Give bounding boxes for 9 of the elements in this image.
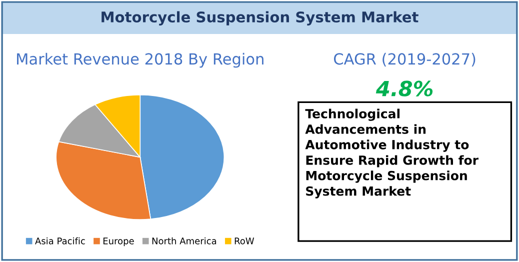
chart-title: Motorcycle Suspension System Market [102,11,418,26]
legend-label: RoW [234,238,254,244]
legend-label: Europe [103,238,134,246]
text: CAGR (2019-2027) [334,52,476,66]
legend-label: North America [152,237,216,244]
chart-subtitle: Market Revenue 2018 By Region [17,52,264,68]
text: 4.8% [376,80,433,96]
text: Technological Advancements in Automotive Industry to Ensure Rapid Growth for Motorcycle Suspension System Market [305,108,478,198]
legend-label: Asia Pacific [35,237,85,244]
